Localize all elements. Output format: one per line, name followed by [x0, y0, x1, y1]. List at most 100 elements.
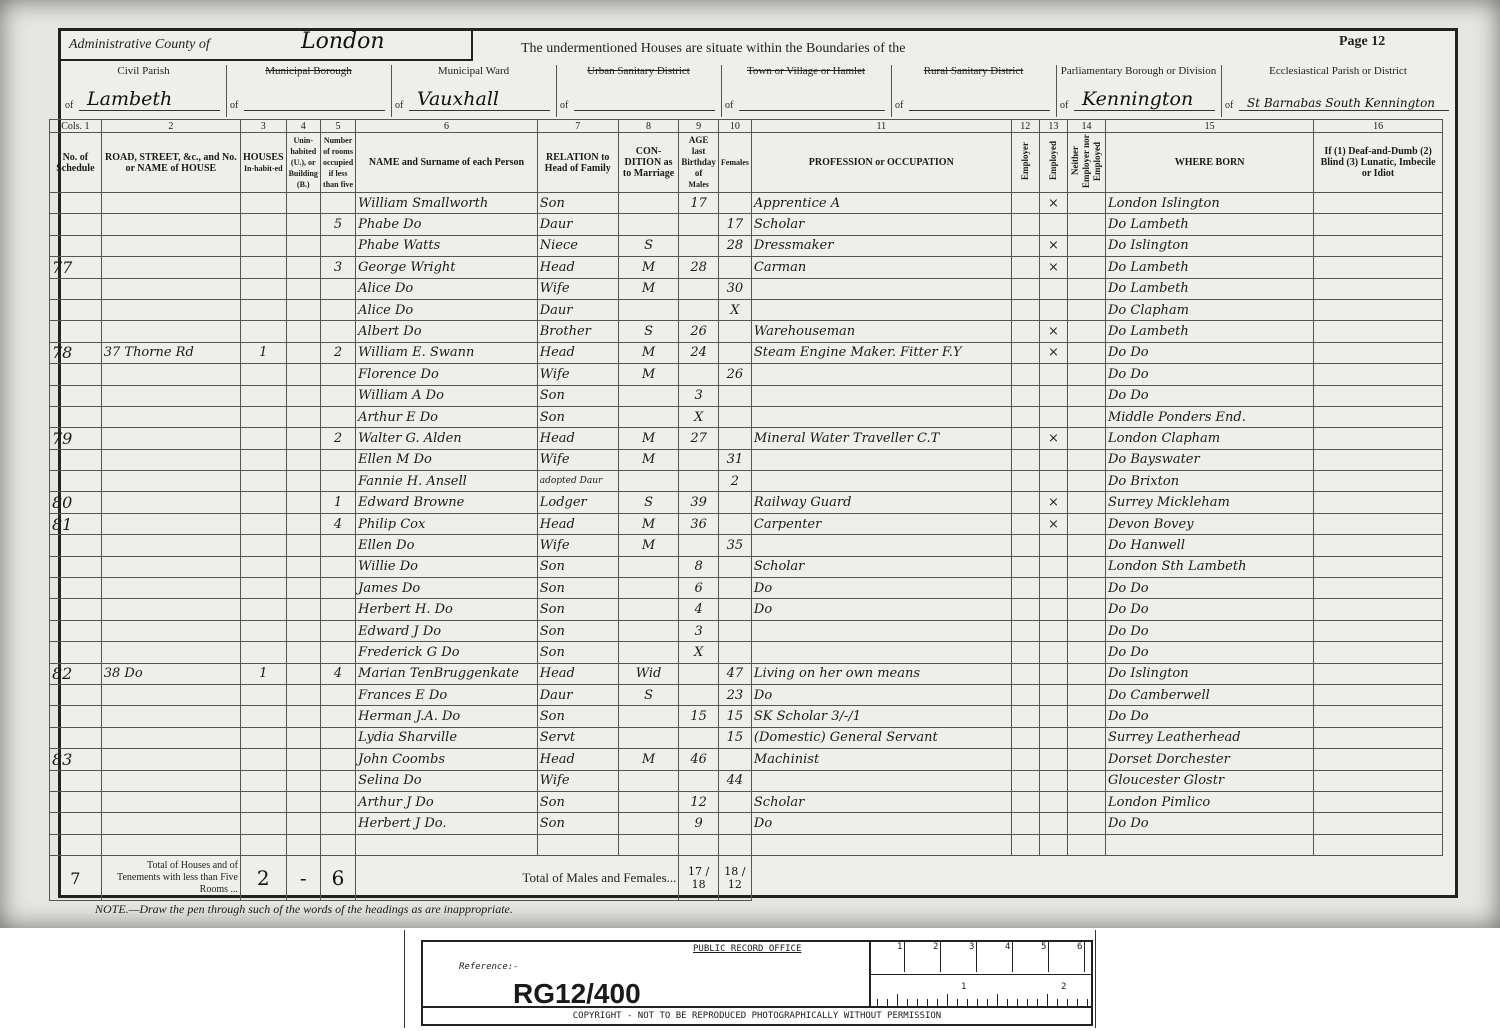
scale-tick: [1017, 999, 1018, 1006]
total-uninhabited: -: [285, 855, 321, 902]
column-header-4: Unin-habited (U.), or Building (B.): [285, 132, 321, 193]
cell-infirmity: [1313, 705, 1443, 728]
table-row: Frances E Do Daur S 23 Do Do Camberwell: [49, 683, 1443, 707]
cell-age-male: [678, 213, 719, 236]
cell-name: Willie Do: [355, 555, 538, 579]
column-header-label: Neither Employer nor Employed: [1070, 134, 1102, 188]
cell-uninhabited: [285, 405, 321, 429]
column-header-label: CON-DITION as to Marriage: [622, 146, 675, 179]
cell-infirmity: [1313, 363, 1443, 386]
cell-infirmity: [1313, 448, 1443, 472]
cell-address: [100, 769, 242, 792]
table-row: 82 38 Do 1 4 Marian TenBruggenkate Head Wid 47 L…: [49, 662, 1443, 685]
cell-employed: [1038, 598, 1069, 621]
cell-schedule: 83: [49, 748, 102, 771]
cell-where-born: Surrey Leatherhead: [1104, 726, 1315, 750]
scale-mark: 5: [1041, 942, 1050, 972]
column-header-9: AGE last Birthday of Males: [678, 132, 719, 193]
cell-inhabited: [240, 448, 287, 472]
cell-relation: Daur: [536, 683, 619, 707]
cell-where-born: Do Do: [1104, 812, 1315, 835]
cell-address: [100, 683, 242, 707]
cell-occupation: Warehouseman: [750, 320, 1012, 343]
cell-uninhabited: [285, 191, 321, 215]
cell-age-male: 3: [678, 619, 719, 643]
cell-where-born: Do Bayswater: [1104, 448, 1315, 472]
cell-age-female: 35: [717, 534, 752, 557]
cell-uninhabited: [285, 726, 321, 750]
cell-where-born: Do Do: [1104, 619, 1315, 643]
cell-employed: [1038, 748, 1069, 771]
column-header-label: If (1) Deaf-and-Dumb (2) Blind (3) Lunat…: [1320, 146, 1436, 179]
cell-rooms: [319, 234, 357, 258]
cell-address: [100, 191, 242, 215]
cell-address: [100, 448, 242, 472]
cell-inhabited: [240, 726, 287, 750]
cell-condition: M: [617, 277, 680, 300]
cell-employed: [1038, 705, 1069, 728]
cell-schedule: [49, 384, 102, 407]
cell-name: Lydia Sharville: [355, 726, 538, 750]
total-inhabited: 2: [240, 855, 287, 902]
census-rows: William Smallworth Son 17 Apprentice A × Lond…: [49, 191, 1443, 857]
cell-employed: ×: [1038, 234, 1069, 258]
cell-where-born: London Sth Lambeth: [1104, 555, 1315, 579]
of-label: of: [560, 100, 569, 111]
cell-neither: [1067, 320, 1106, 343]
column-number: 4: [285, 119, 321, 133]
table-row: Herbert H. Do Son 4 Do Do Do: [49, 598, 1443, 621]
cell-inhabited: [240, 256, 287, 279]
cell-employer: [1010, 512, 1040, 536]
cell-age-male: 4: [678, 598, 719, 621]
table-row: Ellen Do Wife M 35 Do Hanwell: [49, 534, 1443, 557]
cell-relation: Niece: [536, 234, 619, 258]
cell-age-male: 3: [678, 384, 719, 407]
cell-employer: [1010, 491, 1040, 514]
cell-infirmity: [1313, 256, 1443, 279]
cell-age-female: [717, 191, 752, 215]
cell-uninhabited: [285, 748, 321, 771]
cell-address: [100, 405, 242, 429]
cell-employer: [1010, 619, 1040, 643]
column-header-label: RELATION to Head of Family: [544, 151, 611, 174]
cell-inhabited: [240, 577, 287, 600]
cell-occupation: Scholar: [750, 555, 1012, 579]
cell-age-female: [717, 427, 752, 450]
cell-address: [100, 491, 242, 514]
cell-where-born: Do Do: [1104, 705, 1315, 728]
cell-inhabited: [240, 833, 287, 857]
cell-address: [100, 256, 242, 279]
cell-relation: Son: [536, 790, 619, 814]
cell-employed: [1038, 277, 1069, 300]
cell-uninhabited: [285, 555, 321, 579]
cell-address: [100, 427, 242, 450]
cell-employer: [1010, 363, 1040, 386]
cell-rooms: [319, 555, 357, 579]
cell-schedule: 77: [49, 256, 102, 279]
column-number: 11: [750, 119, 1012, 133]
total-rooms: 6: [319, 855, 357, 902]
cell-age-male: [678, 448, 719, 472]
cell-inhabited: 1: [240, 662, 287, 685]
cell-infirmity: [1313, 619, 1443, 643]
cell-relation: Daur: [536, 213, 619, 236]
column-header-label: WHERE BORN: [1174, 157, 1245, 168]
cell-condition: [617, 405, 680, 429]
cell-address: [100, 534, 242, 557]
cell-employer: [1010, 427, 1040, 450]
cell-infirmity: [1313, 748, 1443, 771]
column-header-label: NAME and Surname of each Person: [368, 157, 525, 168]
cell-age-male: 17: [678, 191, 719, 215]
cell-name: Herman J.A. Do: [355, 705, 538, 728]
cell-name: Herbert H. Do: [355, 598, 538, 621]
cell-employed: [1038, 726, 1069, 750]
cell-schedule: [49, 577, 102, 600]
cell-relation: Son: [536, 555, 619, 579]
cell-address: [100, 298, 242, 322]
cell-relation: Son: [536, 191, 619, 215]
table-row: 77 3 George Wright Head M 28 Carman × Do Lambeth: [49, 256, 1443, 279]
scale-tick: [1087, 999, 1088, 1006]
cell-name: John Coombs: [355, 748, 538, 771]
cell-name: William Smallworth: [355, 191, 538, 215]
